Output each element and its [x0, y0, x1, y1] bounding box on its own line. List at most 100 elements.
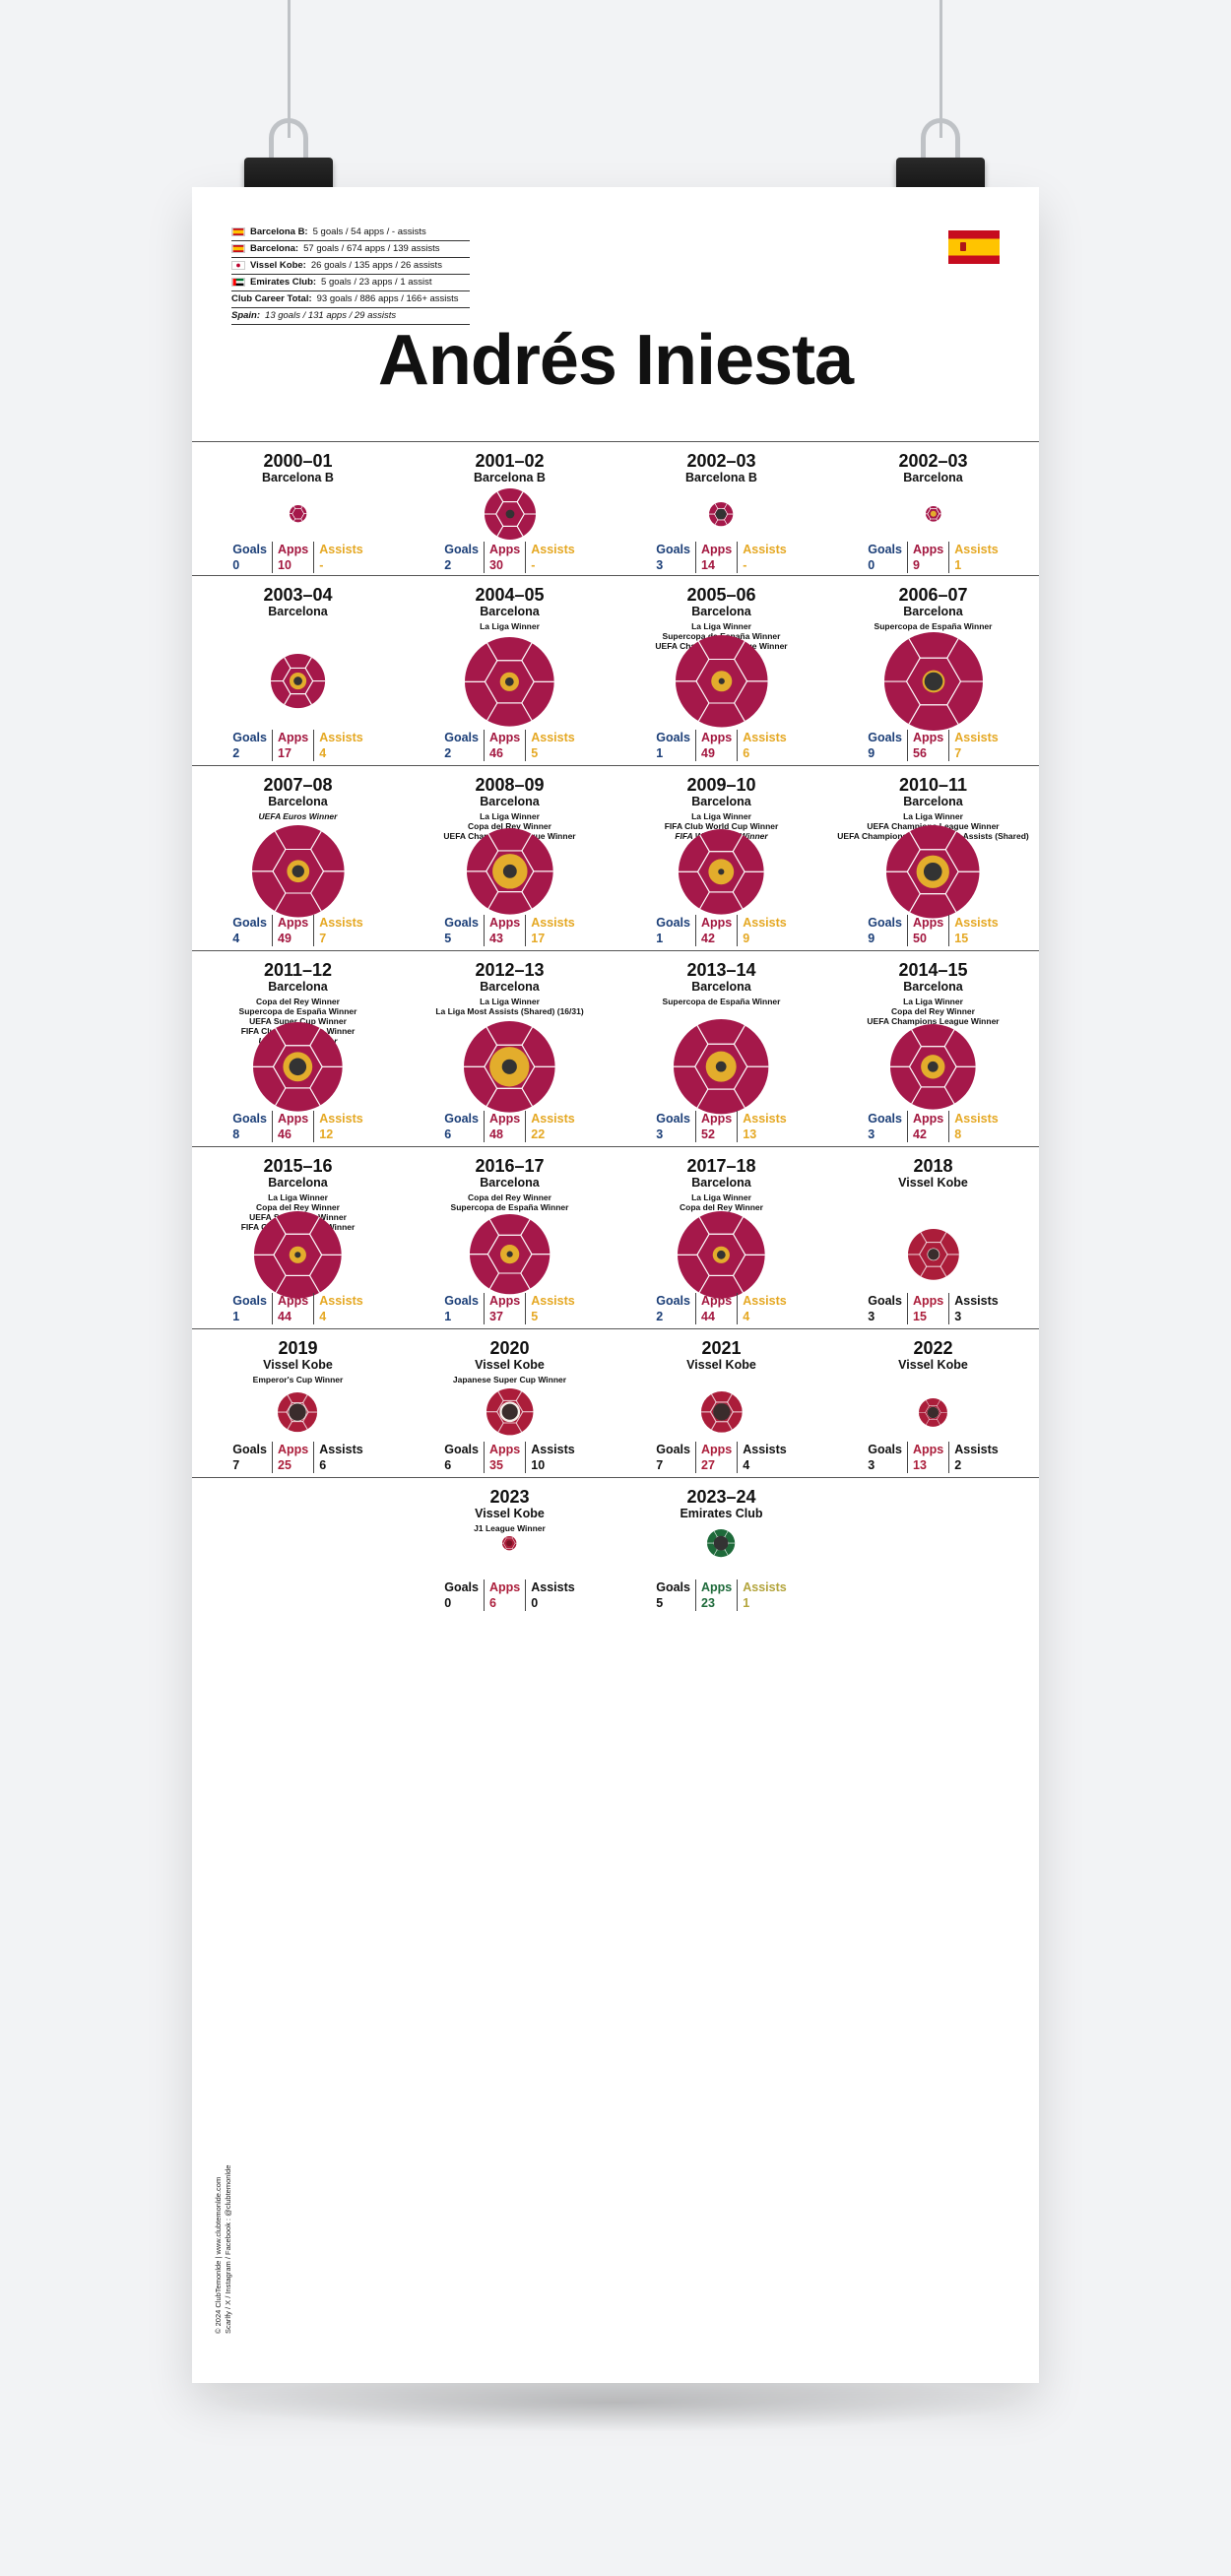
goals-value: 2 — [444, 746, 452, 760]
club-name: Vissel Kobe — [475, 1358, 545, 1372]
apps-value: 42 — [701, 932, 715, 945]
season-card: 2004–05 Barcelona La Liga Winner Goals 2 Apps… — [404, 585, 616, 765]
apps-label: Apps — [278, 543, 309, 556]
stat-columns: Goals 1 Apps 37 Assists 5 — [404, 1293, 616, 1324]
career-stat-row: Barcelona B: 5 goals / 54 apps / - assist… — [231, 225, 470, 241]
goals-value: 2 — [444, 558, 452, 572]
assists-column: Assists 8 — [948, 1111, 1003, 1142]
assists-label: Assists — [954, 1112, 999, 1126]
goals-value: 7 — [232, 1458, 240, 1472]
assists-label: Assists — [743, 1443, 787, 1456]
goals-core — [924, 672, 942, 691]
apps-column: Apps 50 — [907, 915, 948, 946]
apps-column: Apps 13 — [907, 1442, 948, 1473]
assists-label: Assists — [531, 916, 575, 930]
apps-value: 46 — [278, 1127, 292, 1141]
career-stat-value: 26 goals / 135 apps / 26 assists — [310, 260, 442, 271]
assists-value: 4 — [319, 746, 327, 760]
stat-ball — [827, 630, 1039, 733]
season-card: 2012–13 Barcelona La Liga Winner La Liga Mo… — [404, 960, 616, 1146]
season-card: 2003–04 Barcelona Goals 2 Apps 17 Assists 4 — [192, 585, 404, 765]
stat-ball — [616, 1389, 827, 1435]
assists-value: 1 — [954, 558, 962, 572]
assists-value: 13 — [743, 1127, 757, 1141]
assists-column: Assists 5 — [525, 730, 579, 761]
goals-core — [718, 868, 725, 875]
stat-columns: Goals 0 Apps 10 Assists - — [192, 542, 404, 573]
stat-columns: Goals 3 Apps 15 Assists 3 — [827, 1293, 1039, 1324]
goals-label: Goals — [656, 1112, 690, 1126]
apps-column: Apps 15 — [907, 1293, 948, 1324]
club-name: Barcelona — [691, 605, 751, 618]
apps-value: 17 — [278, 746, 292, 760]
season-card: 2022 Vissel Kobe Goals 3 Apps 13 Assists 2 — [827, 1338, 1039, 1477]
honour-item: UEFA Super Cup Winner — [249, 1016, 347, 1026]
club-name: Barcelona — [480, 980, 540, 994]
honour-item: Supercopa de España Winner — [238, 1006, 357, 1016]
apps-column: Apps 46 — [272, 1111, 313, 1142]
apps-column: Apps 44 — [272, 1293, 313, 1324]
season-card: 2019 Vissel Kobe Emperor's Cup Winner Goals… — [192, 1338, 404, 1477]
apps-value: 44 — [701, 1310, 715, 1323]
honour-item: La Liga Winner — [691, 811, 751, 821]
goals-label: Goals — [444, 916, 479, 930]
season-label: 2002–03 — [686, 451, 756, 471]
stat-columns: Goals 3 Apps 52 Assists 13 — [616, 1111, 827, 1142]
apps-column: Apps 42 — [907, 1111, 948, 1142]
spain-flag-icon — [948, 230, 1000, 264]
goals-label: Goals — [656, 1294, 690, 1308]
goals-core — [292, 865, 304, 878]
goals-column: Goals 1 — [439, 1293, 484, 1324]
apps-label: Apps — [701, 1443, 733, 1456]
assists-label: Assists — [743, 916, 787, 930]
apps-value: 14 — [701, 558, 715, 572]
assists-value: 7 — [319, 932, 327, 945]
apps-value: 35 — [489, 1458, 503, 1472]
goals-label: Goals — [868, 1294, 902, 1308]
career-stat-club: Vissel Kobe: — [250, 260, 306, 271]
assists-column: Assists 9 — [737, 915, 791, 946]
club-name: Barcelona — [903, 471, 963, 484]
apps-label: Apps — [489, 543, 521, 556]
assists-column: Assists 1 — [948, 542, 1003, 573]
honours-list: J1 League Winner — [404, 1523, 616, 1533]
apps-value: 49 — [278, 932, 292, 945]
goals-column: Goals 3 — [863, 1111, 907, 1142]
apps-label: Apps — [913, 543, 944, 556]
goals-label: Goals — [232, 543, 267, 556]
honours-list: La Liga Winner La Liga Most Assists (Shar… — [404, 997, 616, 1016]
stat-columns: Goals 6 Apps 48 Assists 22 — [404, 1111, 616, 1142]
stat-ball — [404, 1386, 616, 1437]
club-name: Barcelona — [903, 980, 963, 994]
row-divider — [192, 1146, 1039, 1147]
assists-column: Assists 5 — [525, 1293, 579, 1324]
season-label: 2013–14 — [686, 960, 756, 980]
goals-value: 0 — [868, 558, 875, 572]
club-name: Barcelona B — [474, 471, 546, 484]
honour-item: La Liga Winner — [480, 621, 540, 631]
stat-ball — [616, 1527, 827, 1559]
apps-column: Apps 27 — [695, 1442, 737, 1473]
apps-label: Apps — [489, 916, 521, 930]
assists-label: Assists — [319, 731, 363, 744]
assists-label: Assists — [319, 1443, 363, 1456]
season-label: 2008–09 — [475, 775, 545, 795]
goals-column: Goals 3 — [863, 1293, 907, 1324]
goals-core — [927, 1406, 939, 1418]
goals-core — [717, 1250, 726, 1259]
spain-flag-icon — [231, 244, 245, 253]
season-label: 2015–16 — [263, 1156, 333, 1176]
assists-label: Assists — [319, 1112, 363, 1126]
season-card: 2023–24 Emirates Club Goals 5 Apps 23 Assists 1 — [616, 1487, 827, 1615]
season-label: 2007–08 — [263, 775, 333, 795]
stat-ball — [404, 1019, 616, 1115]
apps-column: Apps 25 — [272, 1442, 313, 1473]
stat-ball — [404, 1212, 616, 1296]
goals-value: 4 — [232, 932, 240, 945]
apps-value: 49 — [701, 746, 715, 760]
assists-label: Assists — [743, 1112, 787, 1126]
honour-item: Copa del Rey Winner — [256, 1202, 340, 1212]
goals-label: Goals — [444, 1443, 479, 1456]
assists-column: Assists - — [737, 542, 791, 573]
apps-value: 13 — [913, 1458, 927, 1472]
